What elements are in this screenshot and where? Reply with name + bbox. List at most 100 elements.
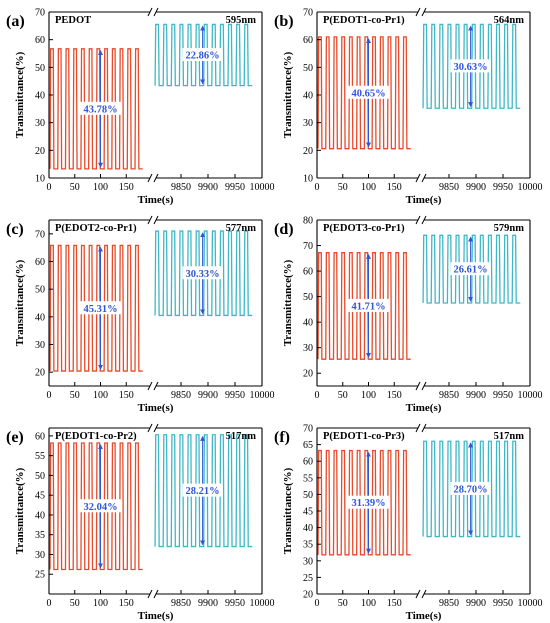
y-tick-label: 25 xyxy=(35,570,45,581)
x-tick-label: 10000 xyxy=(250,390,275,401)
wavelength-label: 579nm xyxy=(494,223,525,234)
contrast-initial-label-bg xyxy=(80,499,121,513)
y-tick-label: 60 xyxy=(35,431,45,442)
y-tick-label: 30 xyxy=(303,118,313,129)
contrast-initial-label: 32.04% xyxy=(83,502,117,513)
x-tick-label: 9950 xyxy=(493,598,513,609)
wavelength-label: 517nm xyxy=(494,431,525,442)
axis-break-mark xyxy=(147,215,153,225)
y-axis-label: Transmittance(%) xyxy=(282,467,294,554)
contrast-final-label-bg xyxy=(450,481,491,495)
y-tick-label: 40 xyxy=(303,318,313,329)
polymer-name: PEDOT xyxy=(55,15,91,26)
y-tick-label: 50 xyxy=(35,471,45,482)
axis-break-mark xyxy=(421,589,427,599)
x-tick-label: 100 xyxy=(93,182,108,193)
axis-break-mark xyxy=(415,215,421,225)
polymer-name: P(EDOT1-co-Pr3) xyxy=(323,431,405,442)
x-axis-label: Time(s) xyxy=(138,610,174,622)
y-tick-label: 50 xyxy=(35,285,45,296)
x-tick-label: 9950 xyxy=(493,182,513,193)
y-tick-label: 50 xyxy=(303,490,313,501)
series-final-line xyxy=(422,234,521,304)
series-final-line xyxy=(154,434,253,548)
x-tick-label: 0 xyxy=(315,182,320,193)
y-tick-label: 45 xyxy=(303,507,313,518)
y-tick-label: 55 xyxy=(35,451,45,462)
x-tick-label: 9950 xyxy=(225,598,245,609)
axis-break-mark xyxy=(153,589,159,599)
x-tick-label: 10000 xyxy=(518,598,543,609)
axis-break-mark xyxy=(421,173,427,183)
contrast-final-label-bg xyxy=(182,266,223,280)
y-tick-label: 30 xyxy=(303,343,313,354)
axis-break-mark xyxy=(153,7,159,17)
contrast-final-label-bg xyxy=(450,262,491,276)
contrast-initial-label-bg xyxy=(80,301,121,315)
contrast-final-label-bg xyxy=(182,48,223,62)
y-tick-label: 60 xyxy=(35,35,45,46)
x-tick-label: 9850 xyxy=(439,390,459,401)
wavelength-label: 517nm xyxy=(226,431,257,442)
y-tick-label: 35 xyxy=(303,540,313,551)
wavelength-label: 564nm xyxy=(494,15,525,26)
series-initial-line xyxy=(317,252,411,360)
contrast-final-label: 30.63% xyxy=(454,62,488,73)
contrast-final-label-bg xyxy=(182,483,223,497)
x-tick-label: 50 xyxy=(70,598,80,609)
y-tick-label: 40 xyxy=(35,312,45,323)
y-tick-label: 30 xyxy=(35,118,45,129)
panel-letter: (d) xyxy=(274,221,294,238)
x-tick-label: 9900 xyxy=(466,598,486,609)
y-tick-label: 70 xyxy=(303,8,313,19)
panel-letter: (c) xyxy=(6,221,24,238)
panel-letter: (e) xyxy=(6,429,24,446)
y-tick-label: 40 xyxy=(303,523,313,534)
panel-letter: (f) xyxy=(274,429,290,446)
axis-break-mark xyxy=(421,7,427,17)
x-tick-label: 9900 xyxy=(466,390,486,401)
axis-break-mark xyxy=(415,7,421,17)
axis-break-mark xyxy=(147,7,153,17)
x-tick-label: 150 xyxy=(119,182,134,193)
x-tick-label: 9950 xyxy=(493,390,513,401)
series-final-line xyxy=(422,440,521,538)
x-tick-label: 9900 xyxy=(198,182,218,193)
y-tick-label: 70 xyxy=(35,229,45,240)
series-final-line xyxy=(154,230,253,317)
polymer-name: P(EDOT3-co-Pr1) xyxy=(323,223,405,234)
contrast-initial-label-bg xyxy=(348,298,389,312)
x-tick-label: 50 xyxy=(70,182,80,193)
x-tick-label: 100 xyxy=(93,390,108,401)
x-tick-label: 9950 xyxy=(225,182,245,193)
series-initial-line xyxy=(49,244,143,372)
chart-panel-2: 20 30 40 50 60 70 0 50 100 150 9850 9900 9950 10000 Ti… xyxy=(6,215,275,414)
contrast-initial-label: 43.78% xyxy=(83,104,117,115)
y-tick-label: 50 xyxy=(303,63,313,74)
y-tick-label: 65 xyxy=(303,440,313,451)
y-tick-label: 35 xyxy=(35,530,45,541)
y-axis-label: Transmittance(%) xyxy=(14,467,26,554)
wavelength-label: 595nm xyxy=(226,15,257,26)
x-axis-label: Time(s) xyxy=(406,194,442,206)
contrast-initial-label-bg xyxy=(80,101,121,115)
contrast-initial-label: 40.65% xyxy=(351,88,385,99)
y-tick-label: 30 xyxy=(35,340,45,351)
axis-break-mark xyxy=(415,589,421,599)
x-tick-label: 0 xyxy=(47,598,52,609)
contrast-final-label: 22.86% xyxy=(186,51,220,62)
axis-break-mark xyxy=(153,173,159,183)
contrast-final-label: 26.61% xyxy=(454,265,488,276)
x-tick-label: 0 xyxy=(315,598,320,609)
axis-break-mark xyxy=(153,423,159,433)
axis-break-mark xyxy=(147,423,153,433)
polymer-name: P(EDOT1-co-Pr2) xyxy=(55,431,137,442)
axis-break-mark xyxy=(421,381,427,391)
y-tick-label: 45 xyxy=(35,491,45,502)
x-tick-label: 9850 xyxy=(171,182,191,193)
axis-break-mark xyxy=(147,589,153,599)
x-tick-label: 9850 xyxy=(439,182,459,193)
axis-break-mark xyxy=(415,381,421,391)
y-tick-label: 60 xyxy=(303,457,313,468)
